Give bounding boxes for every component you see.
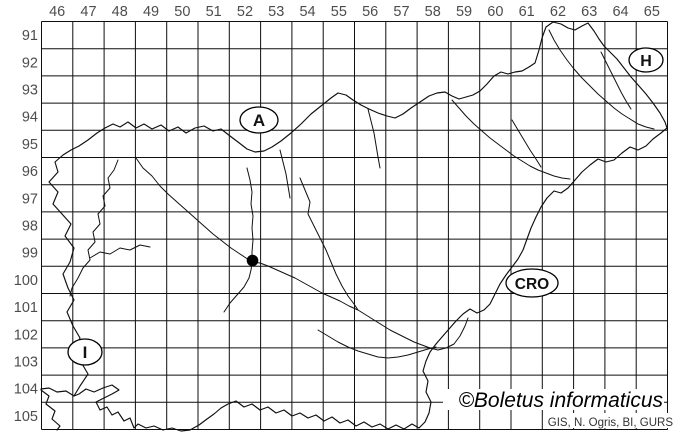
column-label: 62 bbox=[550, 4, 566, 20]
column-label: 59 bbox=[456, 4, 472, 20]
row-label: 94 bbox=[22, 110, 38, 126]
column-label: 54 bbox=[299, 4, 315, 20]
column-label: 46 bbox=[49, 4, 65, 20]
column-label: 61 bbox=[519, 4, 535, 20]
river-line-sava bbox=[135, 157, 469, 351]
column-label: 57 bbox=[393, 4, 409, 20]
river-line-kamniska-bistrica bbox=[246, 167, 254, 263]
column-label: 64 bbox=[612, 4, 628, 20]
column-label: 63 bbox=[581, 4, 597, 20]
column-label: 50 bbox=[174, 4, 190, 20]
row-label: 91 bbox=[22, 28, 38, 44]
trieste-bay-shoreline bbox=[40, 387, 75, 397]
river-line-savinja bbox=[299, 177, 359, 311]
column-label: 52 bbox=[237, 4, 253, 20]
row-label: 96 bbox=[22, 164, 38, 180]
row-label: 103 bbox=[14, 355, 38, 371]
italy-badge-ellipse bbox=[67, 338, 103, 366]
row-label: 104 bbox=[14, 382, 38, 398]
attribution-text: ©Boletus informaticus bbox=[458, 389, 663, 412]
italy-badge-text: I bbox=[83, 343, 88, 362]
column-label: 48 bbox=[112, 4, 128, 20]
italy-coastline bbox=[40, 389, 61, 431]
row-label: 93 bbox=[22, 83, 38, 99]
occurrence-dot bbox=[246, 254, 259, 267]
river-line-kokra bbox=[279, 149, 291, 199]
river-line-krka bbox=[317, 329, 437, 359]
column-label: 65 bbox=[644, 4, 660, 20]
slovenia-map bbox=[40, 21, 668, 432]
column-label: 60 bbox=[487, 4, 503, 20]
column-label: 53 bbox=[268, 4, 284, 20]
row-axis-labels: 91 92 93 94 95 96 97 98 99 100 101 102 103 104 105 bbox=[14, 28, 38, 425]
row-label: 100 bbox=[14, 273, 38, 289]
row-label: 101 bbox=[14, 300, 38, 316]
row-label: 97 bbox=[22, 191, 38, 207]
column-label: 56 bbox=[362, 4, 378, 20]
row-label: 105 bbox=[14, 409, 38, 425]
river-lines bbox=[69, 29, 655, 359]
column-label: 47 bbox=[80, 4, 96, 20]
river-line-idrijca bbox=[89, 244, 151, 259]
river-line-ljubljanica bbox=[223, 262, 253, 313]
country-label-croatia: CRO bbox=[505, 268, 559, 298]
country-label-hungary: H bbox=[628, 47, 664, 73]
row-label: 99 bbox=[22, 246, 38, 262]
attribution-mask bbox=[443, 389, 664, 410]
column-label: 55 bbox=[331, 4, 347, 20]
river-line-mislinja bbox=[367, 108, 381, 169]
river-line-pesnica bbox=[511, 119, 542, 168]
credits-text: GIS, N. Ogris, BI, GURS bbox=[548, 417, 674, 429]
hungary-badge-text: H bbox=[640, 53, 652, 70]
croatia-badge-ellipse bbox=[505, 268, 559, 298]
credits-mask bbox=[548, 413, 676, 428]
row-label: 95 bbox=[22, 137, 38, 153]
utm-grid-lines bbox=[41, 21, 668, 430]
slovenia-border-outline bbox=[48, 21, 668, 432]
row-label: 98 bbox=[22, 219, 38, 235]
credits: GIS, N. Ogris, BI, GURS bbox=[548, 413, 676, 429]
austria-badge-text: A bbox=[253, 111, 265, 130]
croatia-badge-text: CRO bbox=[515, 276, 549, 293]
column-label: 51 bbox=[206, 4, 222, 20]
attribution: ©Boletus informaticus bbox=[443, 389, 664, 412]
column-axis-labels: 46 47 48 49 50 51 52 53 54 55 56 57 58 59 60 61 62 63 64 65 bbox=[49, 4, 660, 20]
hungary-badge-ellipse bbox=[628, 47, 664, 73]
column-label: 49 bbox=[143, 4, 159, 20]
river-line-mura bbox=[548, 29, 655, 130]
river-line-ledava bbox=[600, 51, 632, 110]
row-label: 92 bbox=[22, 55, 38, 71]
country-label-austria: A bbox=[239, 106, 279, 134]
river-line-soca bbox=[69, 159, 119, 297]
country-label-italy: I bbox=[67, 338, 103, 366]
row-label: 102 bbox=[14, 327, 38, 343]
austria-badge-ellipse bbox=[239, 106, 279, 134]
column-label: 58 bbox=[425, 4, 441, 20]
river-line-drava bbox=[451, 99, 571, 180]
